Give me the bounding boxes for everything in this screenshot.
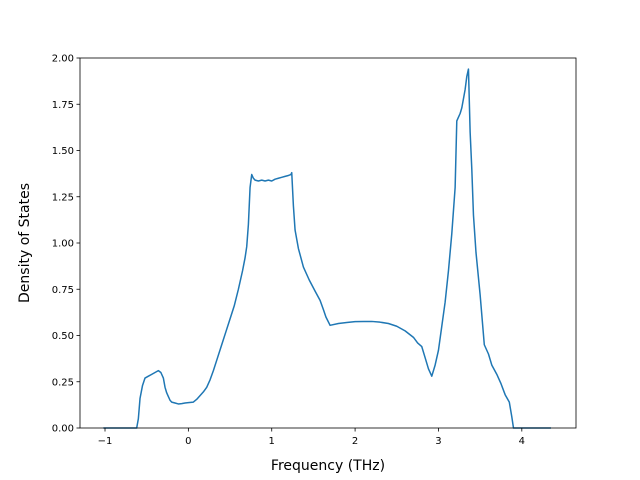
dos-series-line <box>103 68 551 429</box>
x-tick-label: −1 <box>98 436 113 447</box>
x-tick-label: 2 <box>352 436 358 447</box>
x-tick-label: 4 <box>519 436 525 447</box>
axis-ticks: −1 0 1 2 3 4 0.00 0.25 0.50 0.75 1.00 1.25 1.50 1.75 2… <box>52 54 525 448</box>
y-tick-label: 0.50 <box>52 331 74 342</box>
y-tick-label: 1.50 <box>52 146 74 157</box>
x-tick-label: 3 <box>435 436 441 447</box>
x-tick-label: 1 <box>269 436 275 447</box>
x-tick-label: 0 <box>185 436 191 447</box>
plot-area <box>103 68 551 429</box>
y-tick-label: 2.00 <box>52 54 74 65</box>
y-axis-label: Density of States <box>17 183 33 303</box>
y-tick-label: 1.00 <box>52 239 74 250</box>
y-tick-label: 0.00 <box>52 424 74 435</box>
y-tick-label: 0.25 <box>52 377 74 388</box>
y-tick-label: 0.75 <box>52 285 74 296</box>
x-axis-label: Frequency (THz) <box>271 458 385 474</box>
y-tick-label: 1.25 <box>52 192 74 203</box>
y-tick-label: 1.75 <box>52 100 74 111</box>
axes-frame <box>79 57 577 429</box>
